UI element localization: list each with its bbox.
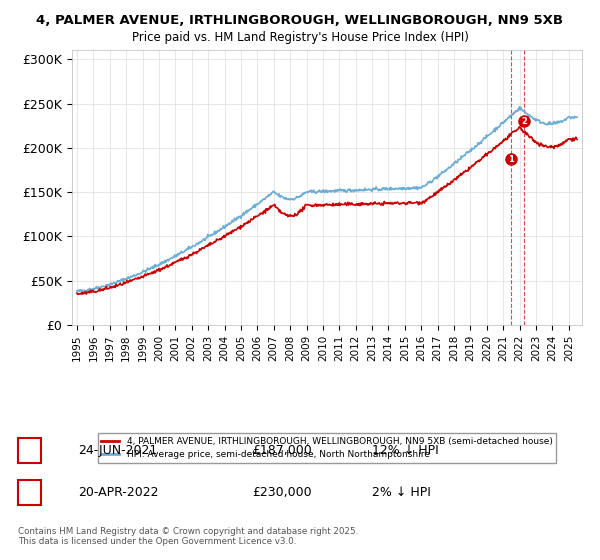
Text: 2: 2 xyxy=(521,116,527,125)
Text: 12% ↓ HPI: 12% ↓ HPI xyxy=(372,444,439,458)
Text: Contains HM Land Registry data © Crown copyright and database right 2025.
This d: Contains HM Land Registry data © Crown c… xyxy=(18,526,358,546)
Text: 2: 2 xyxy=(25,486,34,500)
FancyBboxPatch shape xyxy=(18,480,41,505)
Text: 1: 1 xyxy=(25,444,34,458)
FancyBboxPatch shape xyxy=(18,438,41,463)
Text: 2% ↓ HPI: 2% ↓ HPI xyxy=(372,486,431,500)
Text: £187,000: £187,000 xyxy=(252,444,312,458)
Text: 4, PALMER AVENUE, IRTHLINGBOROUGH, WELLINGBOROUGH, NN9 5XB: 4, PALMER AVENUE, IRTHLINGBOROUGH, WELLI… xyxy=(37,14,563,27)
Text: £230,000: £230,000 xyxy=(252,486,311,500)
Legend: 4, PALMER AVENUE, IRTHLINGBOROUGH, WELLINGBOROUGH, NN9 5XB (semi-detached house): 4, PALMER AVENUE, IRTHLINGBOROUGH, WELLI… xyxy=(98,433,556,463)
Text: 20-APR-2022: 20-APR-2022 xyxy=(78,486,158,500)
Text: 24-JUN-2021: 24-JUN-2021 xyxy=(78,444,157,458)
Text: 1: 1 xyxy=(508,155,514,164)
Text: Price paid vs. HM Land Registry's House Price Index (HPI): Price paid vs. HM Land Registry's House … xyxy=(131,31,469,44)
